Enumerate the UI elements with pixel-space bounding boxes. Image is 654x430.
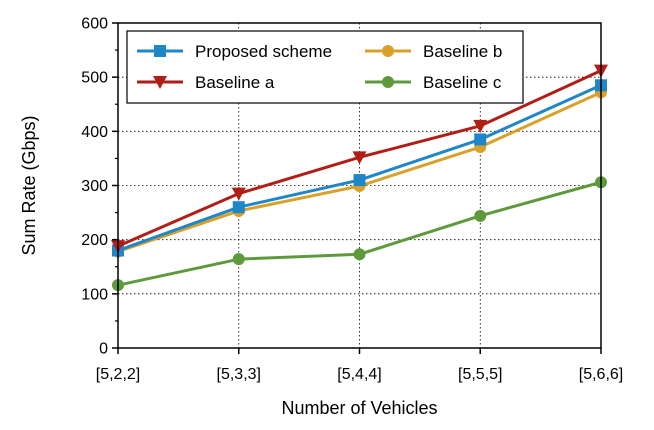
x-tick-label: [5,2,2] [96, 366, 140, 383]
y-tick-label: 400 [81, 124, 108, 141]
x-tick-label: [5,3,3] [217, 366, 261, 383]
legend-entry: Baseline b [365, 42, 502, 61]
y-tick-labels: 0 100 200 300 400 500 600 [81, 16, 108, 358]
data-point [474, 133, 487, 146]
legend-label: Baseline b [423, 42, 502, 61]
data-point [353, 174, 366, 187]
legend-label: Baseline c [423, 73, 502, 92]
legend-swatch-marker [382, 45, 394, 57]
data-point [231, 187, 246, 201]
legend-swatch-marker [154, 45, 166, 57]
x-tick-label: [5,4,4] [337, 366, 381, 383]
tick-marks [112, 22, 602, 354]
x-tick-label: [5,5,5] [458, 366, 502, 383]
data-point [474, 209, 487, 222]
legend-entry: Proposed scheme [137, 42, 332, 61]
y-tick-label: 600 [81, 16, 108, 33]
data-point [232, 253, 245, 266]
legend-label: Baseline a [195, 73, 275, 92]
data-point [232, 201, 245, 214]
legend-swatch-marker [382, 76, 394, 88]
y-tick-label: 0 [99, 341, 108, 358]
legend: Proposed scheme Baseline a Baseline b Basel… [126, 30, 524, 104]
series-line [117, 180, 602, 287]
x-tick-label: [5,6,6] [579, 366, 623, 383]
y-tick-label: 100 [81, 286, 108, 303]
legend-label: Proposed scheme [195, 42, 332, 61]
legend-box [126, 30, 524, 104]
data-point [353, 248, 366, 261]
x-axis-title: Number of Vehicles [281, 398, 437, 418]
y-tick-label: 500 [81, 70, 108, 87]
y-axis-title: Sum Rate (Gbps) [19, 115, 39, 255]
legend-entry: Baseline a [137, 73, 275, 92]
x-tick-labels: [5,2,2] [5,3,3] [5,4,4] [5,5,5] [5,6,6] [96, 366, 623, 383]
y-tick-label: 300 [81, 178, 108, 195]
legend-swatch-marker [153, 76, 167, 89]
series-baseline-c [112, 176, 607, 292]
legend-entry: Baseline c [365, 73, 502, 92]
y-tick-label: 200 [81, 232, 108, 249]
data-point [352, 151, 367, 165]
data-point [473, 119, 488, 133]
